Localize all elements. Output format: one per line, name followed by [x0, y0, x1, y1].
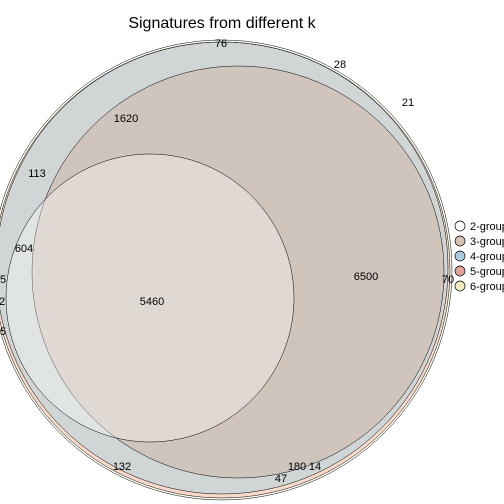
region-count-4: 113 — [28, 168, 46, 180]
legend-label-1: 3-group — [470, 236, 504, 248]
region-count-8: 25 — [0, 326, 6, 338]
region-count-13: 180 — [288, 461, 306, 473]
region-count-0: 76 — [215, 38, 227, 50]
plot-title: Signatures from different k — [128, 15, 316, 32]
region-count-11: 70 — [442, 274, 454, 286]
region-count-3: 1620 — [114, 113, 138, 125]
legend-swatch-2 — [455, 251, 465, 261]
region-count-2: 21 — [402, 97, 414, 109]
region-count-5: 604 — [15, 243, 33, 255]
region-count-15: 47 — [275, 473, 287, 485]
region-count-6: 25 — [0, 274, 6, 286]
region-count-14: 14 — [309, 461, 321, 473]
legend-label-2: 4-group — [470, 251, 504, 263]
legend-label-0: 2-group — [470, 221, 504, 233]
region-count-12: 132 — [113, 461, 131, 473]
legend-label-3: 5-group — [470, 266, 504, 278]
legend-swatch-3 — [455, 266, 465, 276]
region-count-9: 5460 — [140, 296, 164, 308]
legend-swatch-4 — [455, 281, 465, 291]
region-count-1: 28 — [334, 59, 346, 71]
region-count-7: 12 — [0, 296, 5, 308]
legend-swatch-1 — [455, 236, 465, 246]
region-count-10: 6500 — [354, 271, 378, 283]
legend-label-4: 6-group — [470, 281, 504, 293]
legend-swatch-0 — [455, 221, 465, 231]
